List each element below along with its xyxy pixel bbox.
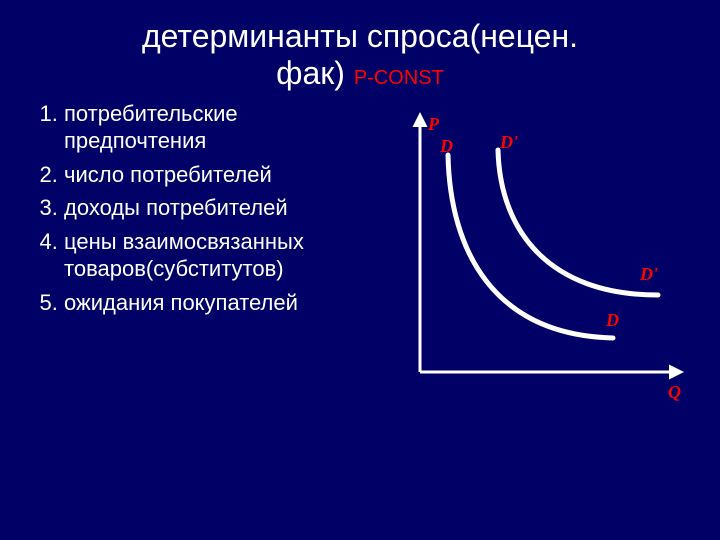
slide: детерминанты спроса(нецен. фак) P-CONST …: [0, 0, 720, 540]
demand-chart: P Q D D D' D': [378, 100, 700, 420]
title-line2-prefix: фак): [276, 55, 354, 91]
list-item: цены взаимосвязанных товаров(субститутов…: [64, 228, 378, 283]
determinants-list: потребительские предпочтения число потре…: [38, 100, 378, 317]
slide-title: детерминанты спроса(нецен. фак) P-CONST: [0, 0, 720, 92]
determinants-list-column: потребительские предпочтения число потре…: [38, 100, 378, 323]
title-suffix: P-CONST: [354, 67, 444, 89]
svg-text:D: D: [605, 310, 619, 330]
svg-text:Q: Q: [668, 382, 681, 402]
demand-chart-svg: P Q D D D' D': [378, 100, 688, 420]
svg-text:D': D': [639, 264, 658, 284]
svg-text:D: D: [439, 136, 453, 156]
body-row: потребительские предпочтения число потре…: [0, 92, 720, 420]
svg-text:P: P: [427, 114, 440, 134]
list-item: число потребителей: [64, 161, 378, 189]
list-item: доходы потребителей: [64, 194, 378, 222]
title-line1: детерминанты спроса(нецен.: [0, 18, 720, 55]
list-item: ожидания покупателей: [64, 289, 378, 317]
svg-text:D': D': [499, 132, 518, 152]
list-item: потребительские предпочтения: [64, 100, 378, 155]
